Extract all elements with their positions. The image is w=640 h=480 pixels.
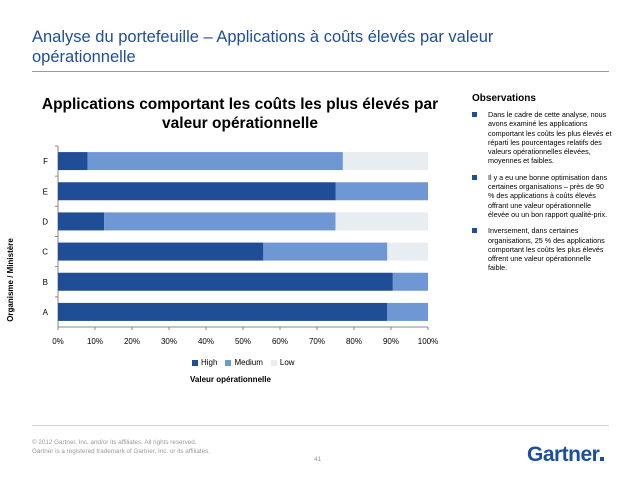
legend-swatch (192, 359, 198, 366)
observations-list: Dans le cadre de cette analyse, nous avo… (472, 110, 612, 280)
legend-item: Low (270, 358, 295, 367)
y-tick-label: C (42, 248, 48, 257)
legend-swatch (270, 359, 277, 366)
observation-text: Il y a eu une bonne optimisation dans ce… (488, 172, 608, 219)
y-tick-label: D (42, 217, 48, 226)
x-tick-label: 60% (272, 337, 288, 346)
bar-high-c (58, 242, 264, 261)
observation-item: Il y a eu une bonne optimisation dans ce… (472, 173, 612, 219)
y-tick-label: F (43, 157, 48, 166)
x-tick-label: 0% (52, 337, 64, 346)
observation-text: Inversement, dans certaines organisation… (488, 226, 605, 273)
x-tick-label: 30% (161, 337, 177, 346)
observation-item: Inversement, dans certaines organisation… (472, 226, 612, 272)
legend-label: Low (279, 358, 295, 367)
x-tick-label: 40% (198, 337, 214, 346)
footer-copyright: © 2012 Gartner, Inc. and/or its affiliat… (32, 439, 197, 446)
x-tick-label: 70% (309, 337, 325, 346)
bar-high-d (58, 212, 105, 231)
slide-title: Analyse du portefeuille – Applications à… (32, 28, 494, 66)
bar-high-a (58, 302, 388, 321)
x-tick-label: 50% (235, 337, 251, 346)
page-number: 41 (314, 456, 322, 463)
observations-title: Observations (472, 93, 536, 104)
legend-item: Medium (225, 358, 263, 367)
bar-medium-a (387, 302, 428, 321)
footer-divider (32, 425, 609, 426)
legend-label: High (201, 358, 218, 367)
bar-low-f (342, 152, 428, 171)
bar-high-e (58, 182, 336, 201)
bar-low-d (335, 212, 428, 231)
bar-medium-d (104, 212, 336, 231)
x-tick-label: 20% (124, 337, 140, 346)
x-tick-label: 80% (346, 337, 362, 346)
observation-item: Dans le cadre de cette analyse, nous avo… (472, 110, 612, 166)
chart-title: Applications comportant les coûts les pl… (41, 96, 439, 132)
x-tick-label: 100% (418, 337, 438, 346)
bullet-square-icon (472, 228, 477, 234)
bar-medium-e (335, 182, 428, 201)
bullet-square-icon (472, 112, 477, 117)
x-tick-label: 90% (383, 337, 399, 346)
title-divider (32, 71, 609, 72)
logo-text: Gartner (527, 443, 600, 466)
bullet-square-icon (472, 174, 477, 180)
bar-high-b (58, 272, 393, 291)
bar-medium-f (87, 152, 343, 171)
y-tick-label: E (43, 187, 48, 196)
bar-medium-c (263, 242, 388, 261)
legend-item: High (192, 358, 217, 367)
gartner-logo: Gartner (527, 443, 605, 467)
bar-high-f (58, 152, 88, 171)
y-tick-label: A (43, 308, 49, 317)
observation-text: Dans le cadre de cette analyse, nous avo… (488, 110, 612, 166)
x-tick-label: 10% (87, 337, 103, 346)
legend-swatch (225, 359, 232, 366)
chart-legend: High Medium Low (192, 358, 295, 367)
y-tick-label: B (43, 278, 48, 287)
x-axis-label: Valeur opérationnelle (190, 375, 271, 384)
logo-dot-icon (600, 457, 605, 461)
bar-low-c (387, 242, 428, 261)
footer-trademark: Gartner is a registered trademark of Gar… (32, 448, 211, 455)
legend-label: Medium (234, 358, 263, 367)
bar-medium-b (392, 272, 428, 291)
